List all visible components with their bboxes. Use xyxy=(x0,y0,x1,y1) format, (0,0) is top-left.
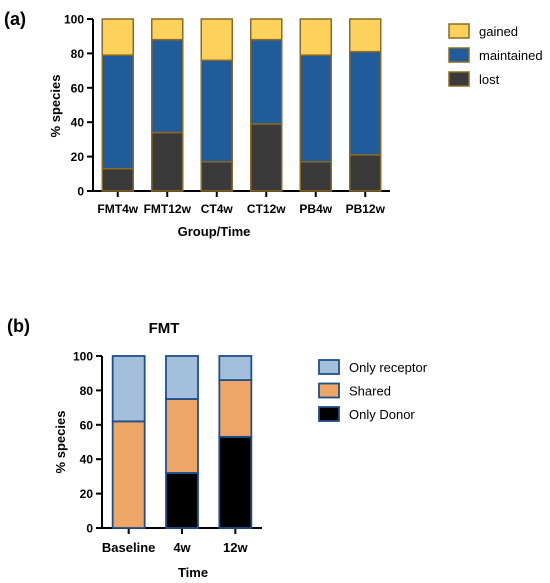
panel-a-bar-lost-ct12w xyxy=(250,123,283,192)
panel-a-bar-maintained-fmt4w xyxy=(101,54,134,170)
panel-a-x-tick-label: PB12w xyxy=(346,202,386,216)
panel-a-x-tick-label: CT4w xyxy=(201,202,234,216)
panel-b-x-tick-label: 12w xyxy=(223,540,248,555)
panel-a-y-tick-label: 0 xyxy=(77,185,84,199)
panel-b-bar-only-receptor-4w xyxy=(165,355,199,400)
panel-b-legend-swatch xyxy=(318,382,340,399)
panel-a-legend-swatch xyxy=(448,23,470,39)
panel-a-x-tick-label: FMT12w xyxy=(144,202,192,216)
panel-a-bar-gained-fmt12w xyxy=(151,18,184,41)
panel-b-y-tick-label: 0 xyxy=(86,522,93,536)
panel-b-y-tick-label: 100 xyxy=(73,350,93,364)
panel-b-legend-swatch xyxy=(318,359,340,375)
panel-b-bar-only-receptor-12w xyxy=(218,355,253,381)
panel-a-bar-gained-fmt4w xyxy=(101,18,134,56)
panel-b-bar-shared-4w xyxy=(165,398,199,474)
panel-a-legend-label: maintained xyxy=(479,48,543,63)
panel-a-y-tick-label: 100 xyxy=(64,13,84,27)
panel-b-x-tick-label: Baseline xyxy=(102,540,155,555)
panel-a-legend-label: gained xyxy=(479,24,518,39)
panel-a-bar-lost-fmt4w xyxy=(101,167,134,192)
panel-a-label: (a) xyxy=(4,9,26,29)
panel-b-chart: 0 20 40 60 80 100 Baseline 4w 12w Only receptor Sh… xyxy=(73,350,428,556)
panel-a-x-tick-label: PB4w xyxy=(299,202,332,216)
panel-b-bar-only-receptor-baseline xyxy=(111,355,146,423)
panel-b-x-axis-title: Time xyxy=(178,565,208,580)
panel-b-y-tick-label: 80 xyxy=(80,384,94,398)
panel-a-x-tick-label: FMT4w xyxy=(97,202,138,216)
panel-b-bar-shared-12w xyxy=(218,379,253,438)
panel-a-bar-lost-ct4w xyxy=(200,161,233,192)
panel-b-bar-shared-baseline xyxy=(111,420,146,529)
panel-b-legend-label: Shared xyxy=(349,384,391,399)
panel-a-legend-swatch xyxy=(448,47,470,63)
panel-a-y-tick-label: 20 xyxy=(71,150,85,164)
panel-a-bar-lost-pb4w xyxy=(299,161,332,192)
panel-a-bar-gained-ct12w xyxy=(250,18,283,41)
panel-b-y-axis-title: % species xyxy=(53,411,68,474)
panel-a-chart: 0 20 40 60 80 100 FMT4w FMT12w CT4w CT12w PB4w PB12… xyxy=(64,13,543,217)
panel-a-bar-maintained-fmt12w xyxy=(151,38,184,134)
panel-a-y-tick-label: 40 xyxy=(71,116,85,130)
panel-b-y-tick-label: 20 xyxy=(80,487,94,501)
panel-a-bar-gained-pb4w xyxy=(299,18,332,56)
panel-a-y-axis-title: % species xyxy=(48,75,63,138)
panel-a-bar-maintained-pb4w xyxy=(299,54,332,163)
panel-a-bar-maintained-ct12w xyxy=(250,38,283,125)
panel-a-x-axis-title: Group/Time xyxy=(178,224,251,239)
panel-a-bar-gained-pb12w xyxy=(349,18,382,53)
panel-a-x-tick-label: CT12w xyxy=(247,202,286,216)
panel-a-bar-gained-ct4w xyxy=(200,18,233,62)
panel-b-bar-only-donor-4w xyxy=(165,472,199,529)
panel-b-legend-label: Only Donor xyxy=(349,407,415,422)
panel-a-bar-maintained-ct4w xyxy=(200,59,233,163)
panel-b-y-tick-label: 60 xyxy=(80,418,94,432)
panel-a-bar-lost-fmt12w xyxy=(151,131,184,192)
panel-b-legend-swatch xyxy=(318,406,340,422)
panel-b-label: (b) xyxy=(7,316,30,336)
panel-b-legend-label: Only receptor xyxy=(349,360,428,375)
panel-a-legend-swatch xyxy=(448,71,470,87)
panel-a-bar-maintained-pb12w xyxy=(349,50,382,156)
panel-b-y-tick-label: 40 xyxy=(80,453,94,467)
panel-a-bar-lost-pb12w xyxy=(349,154,382,192)
panel-b-bar-only-donor-12w xyxy=(218,435,253,529)
panel-a-y-tick-label: 80 xyxy=(71,47,85,61)
panel-a-y-tick-label: 60 xyxy=(71,81,85,95)
panel-a-legend-label: lost xyxy=(479,72,500,87)
panel-b-title: FMT xyxy=(149,320,180,337)
panel-b-x-tick-label: 4w xyxy=(173,540,191,555)
